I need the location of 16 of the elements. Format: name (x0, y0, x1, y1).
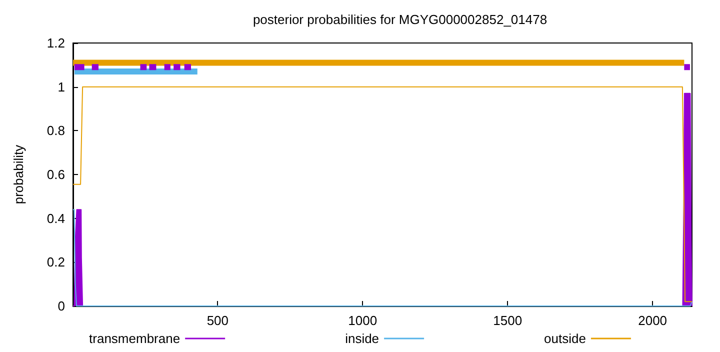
x-tick-label: 1000 (348, 313, 378, 328)
y-tick-label: 1.2 (46, 36, 65, 50)
chart-title: posterior probabilities for MGYG000002852_01478 (252, 12, 548, 27)
y-tick-label: 0.6 (46, 167, 65, 182)
x-tick-label: 1500 (493, 313, 522, 328)
y-tick-label: 0.2 (46, 254, 65, 270)
y-tick-label: 0.8 (46, 123, 65, 138)
y-tick-label: 0.4 (46, 210, 65, 226)
y-axis-title: probability (11, 144, 26, 204)
legend-label: inside (345, 331, 380, 346)
y-tick-label: 1 (58, 79, 65, 94)
x-tick-label: 500 (206, 313, 229, 328)
y-tick-label: 0 (58, 298, 65, 314)
legend-label: transmembrane (89, 331, 180, 346)
legend-label: outside (544, 331, 586, 346)
x-tick-label: 2000 (638, 313, 668, 328)
